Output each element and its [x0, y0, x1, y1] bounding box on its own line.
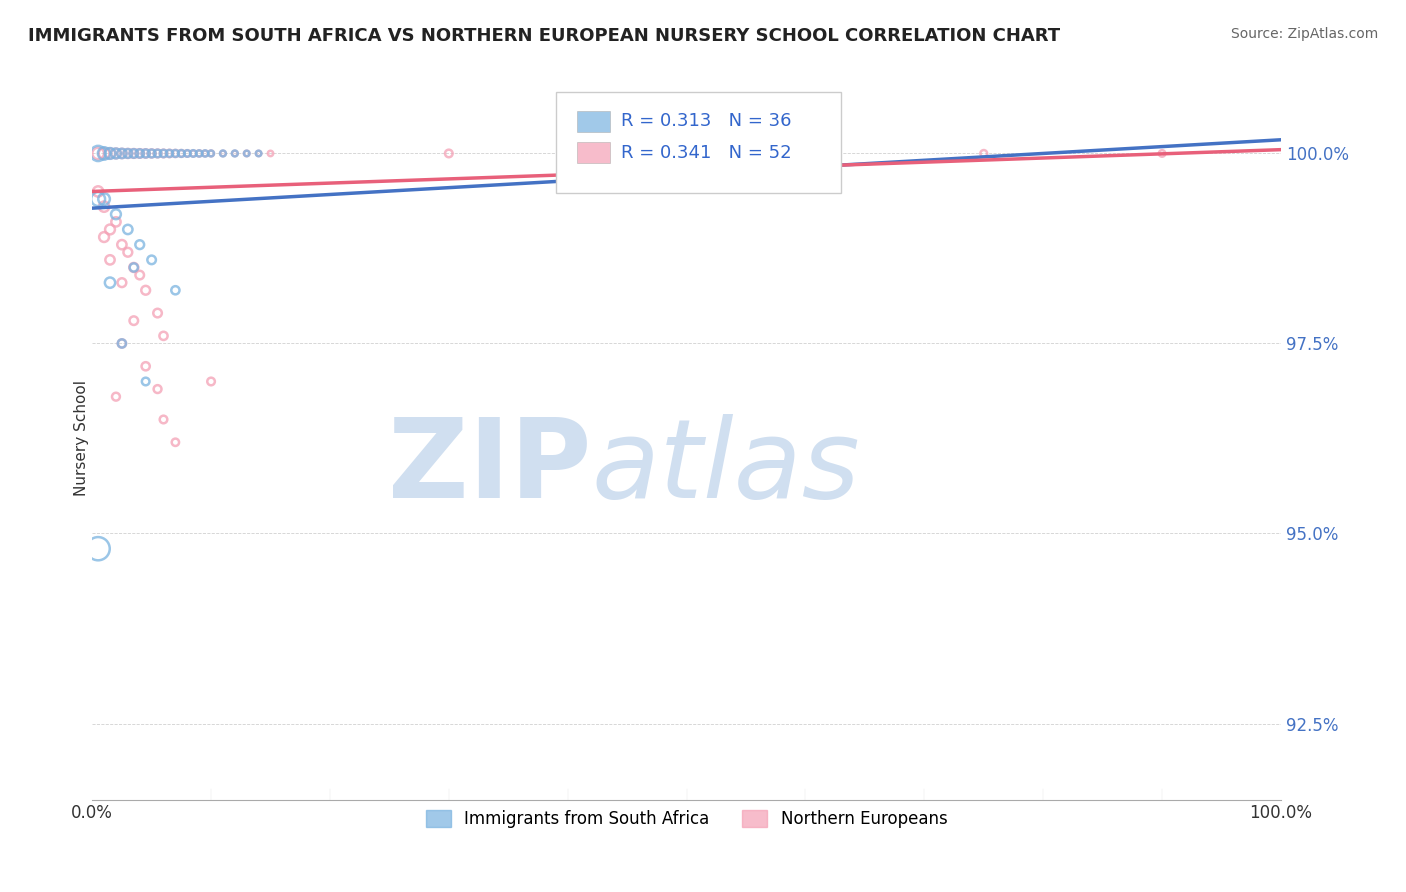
Point — [973, 146, 995, 161]
Point — [247, 146, 270, 161]
Point — [170, 146, 193, 161]
Point — [176, 146, 198, 161]
Point — [1152, 146, 1174, 161]
Point — [224, 146, 246, 161]
Text: atlas: atlas — [592, 414, 860, 521]
Point — [224, 146, 246, 161]
Point — [104, 207, 127, 221]
Point — [135, 146, 157, 161]
Point — [98, 276, 121, 290]
Point — [212, 146, 235, 161]
Point — [152, 412, 174, 426]
Point — [87, 541, 110, 556]
Point — [117, 146, 139, 161]
Point — [122, 260, 145, 275]
Point — [200, 375, 222, 389]
Point — [135, 283, 157, 297]
Text: IMMIGRANTS FROM SOUTH AFRICA VS NORTHERN EUROPEAN NURSERY SCHOOL CORRELATION CHA: IMMIGRANTS FROM SOUTH AFRICA VS NORTHERN… — [28, 27, 1060, 45]
Point — [111, 146, 134, 161]
Text: ZIP: ZIP — [388, 414, 592, 521]
Point — [259, 146, 281, 161]
Point — [117, 245, 139, 260]
Point — [122, 146, 145, 161]
Point — [181, 146, 204, 161]
Point — [128, 146, 150, 161]
Point — [93, 200, 115, 214]
FancyBboxPatch shape — [578, 112, 610, 132]
Point — [146, 146, 169, 161]
Point — [141, 252, 163, 267]
Point — [159, 146, 181, 161]
Point — [93, 146, 115, 161]
Point — [165, 283, 187, 297]
Point — [141, 146, 163, 161]
Point — [135, 375, 157, 389]
Text: R = 0.313   N = 36: R = 0.313 N = 36 — [621, 112, 792, 130]
Point — [87, 192, 110, 206]
Point — [98, 222, 121, 236]
Point — [170, 146, 193, 161]
Point — [188, 146, 211, 161]
Point — [122, 260, 145, 275]
Point — [247, 146, 270, 161]
Point — [98, 252, 121, 267]
Point — [111, 276, 134, 290]
Point — [159, 146, 181, 161]
Point — [165, 146, 187, 161]
Point — [235, 146, 257, 161]
Point — [165, 435, 187, 450]
Point — [104, 146, 127, 161]
Point — [176, 146, 198, 161]
Point — [104, 390, 127, 404]
Point — [104, 146, 127, 161]
Point — [87, 146, 110, 161]
Point — [111, 237, 134, 252]
Point — [117, 146, 139, 161]
Point — [98, 146, 121, 161]
Text: Source: ZipAtlas.com: Source: ZipAtlas.com — [1230, 27, 1378, 41]
FancyBboxPatch shape — [578, 143, 610, 162]
Point — [794, 146, 817, 161]
Point — [152, 146, 174, 161]
Point — [128, 268, 150, 282]
Point — [212, 146, 235, 161]
Point — [87, 185, 110, 199]
Point — [117, 222, 139, 236]
Text: R = 0.341   N = 52: R = 0.341 N = 52 — [621, 144, 792, 161]
Point — [135, 359, 157, 374]
Point — [128, 237, 150, 252]
Point — [128, 146, 150, 161]
Point — [616, 146, 638, 161]
Point — [104, 215, 127, 229]
Point — [93, 192, 115, 206]
Legend: Immigrants from South Africa, Northern Europeans: Immigrants from South Africa, Northern E… — [419, 803, 955, 835]
Point — [111, 146, 134, 161]
Point — [194, 146, 217, 161]
Point — [146, 146, 169, 161]
FancyBboxPatch shape — [555, 92, 841, 193]
Point — [87, 146, 110, 161]
Point — [146, 306, 169, 320]
Point — [141, 146, 163, 161]
Point — [152, 329, 174, 343]
Point — [152, 146, 174, 161]
Point — [93, 146, 115, 161]
Point — [200, 146, 222, 161]
Point — [146, 382, 169, 396]
Point — [135, 146, 157, 161]
Point — [111, 336, 134, 351]
Point — [200, 146, 222, 161]
Y-axis label: Nursery School: Nursery School — [73, 381, 89, 497]
Point — [165, 146, 187, 161]
Point — [122, 146, 145, 161]
Point — [194, 146, 217, 161]
Point — [93, 230, 115, 244]
Point — [111, 336, 134, 351]
Point — [437, 146, 460, 161]
Point — [98, 146, 121, 161]
Point — [188, 146, 211, 161]
Point — [181, 146, 204, 161]
Point — [235, 146, 257, 161]
Point — [122, 313, 145, 327]
